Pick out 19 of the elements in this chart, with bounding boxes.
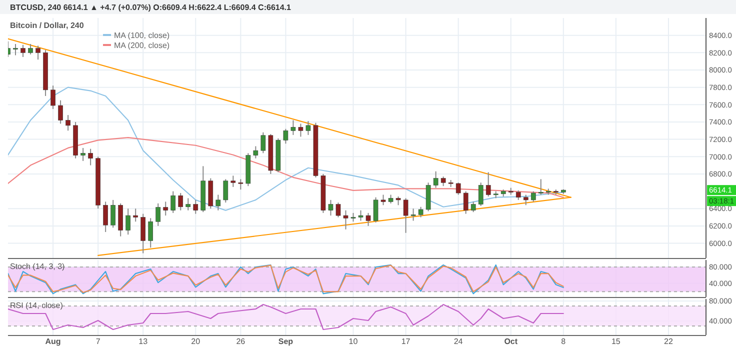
chart-subtitle: Bitcoin / Dollar, 240 — [10, 21, 84, 30]
x-tick-label: 8 — [561, 337, 566, 346]
x-tick-label: 24 — [454, 337, 464, 346]
x-tick-label: Oct — [504, 337, 518, 346]
chart-title: RSI (14, close) — [10, 301, 64, 310]
x-tick-label: 13 — [138, 337, 148, 346]
chart-title: Stoch (14, 3, 3) — [10, 262, 66, 271]
x-tick-label: 22 — [664, 337, 674, 346]
x-tick-label: 15 — [611, 337, 621, 346]
x-tick-label: 20 — [191, 337, 201, 346]
x-tick-label: Aug — [45, 337, 61, 346]
x-tick-label: Sep — [278, 337, 294, 346]
x-tick-label: 7 — [96, 337, 101, 346]
x-tick-label: 10 — [348, 337, 358, 346]
legend-label: MA (200, close) — [114, 41, 170, 50]
x-tick-label: 17 — [401, 337, 411, 346]
chart-title: BTCUSD, 240 6614.1 ▲ +4.7 (+0.07%) O:6609.4 H:6622.4 L:6609.4 C:6614.1 — [10, 3, 292, 12]
legend-label: MA (100, close) — [114, 31, 170, 40]
x-tick-label: 26 — [236, 337, 246, 346]
